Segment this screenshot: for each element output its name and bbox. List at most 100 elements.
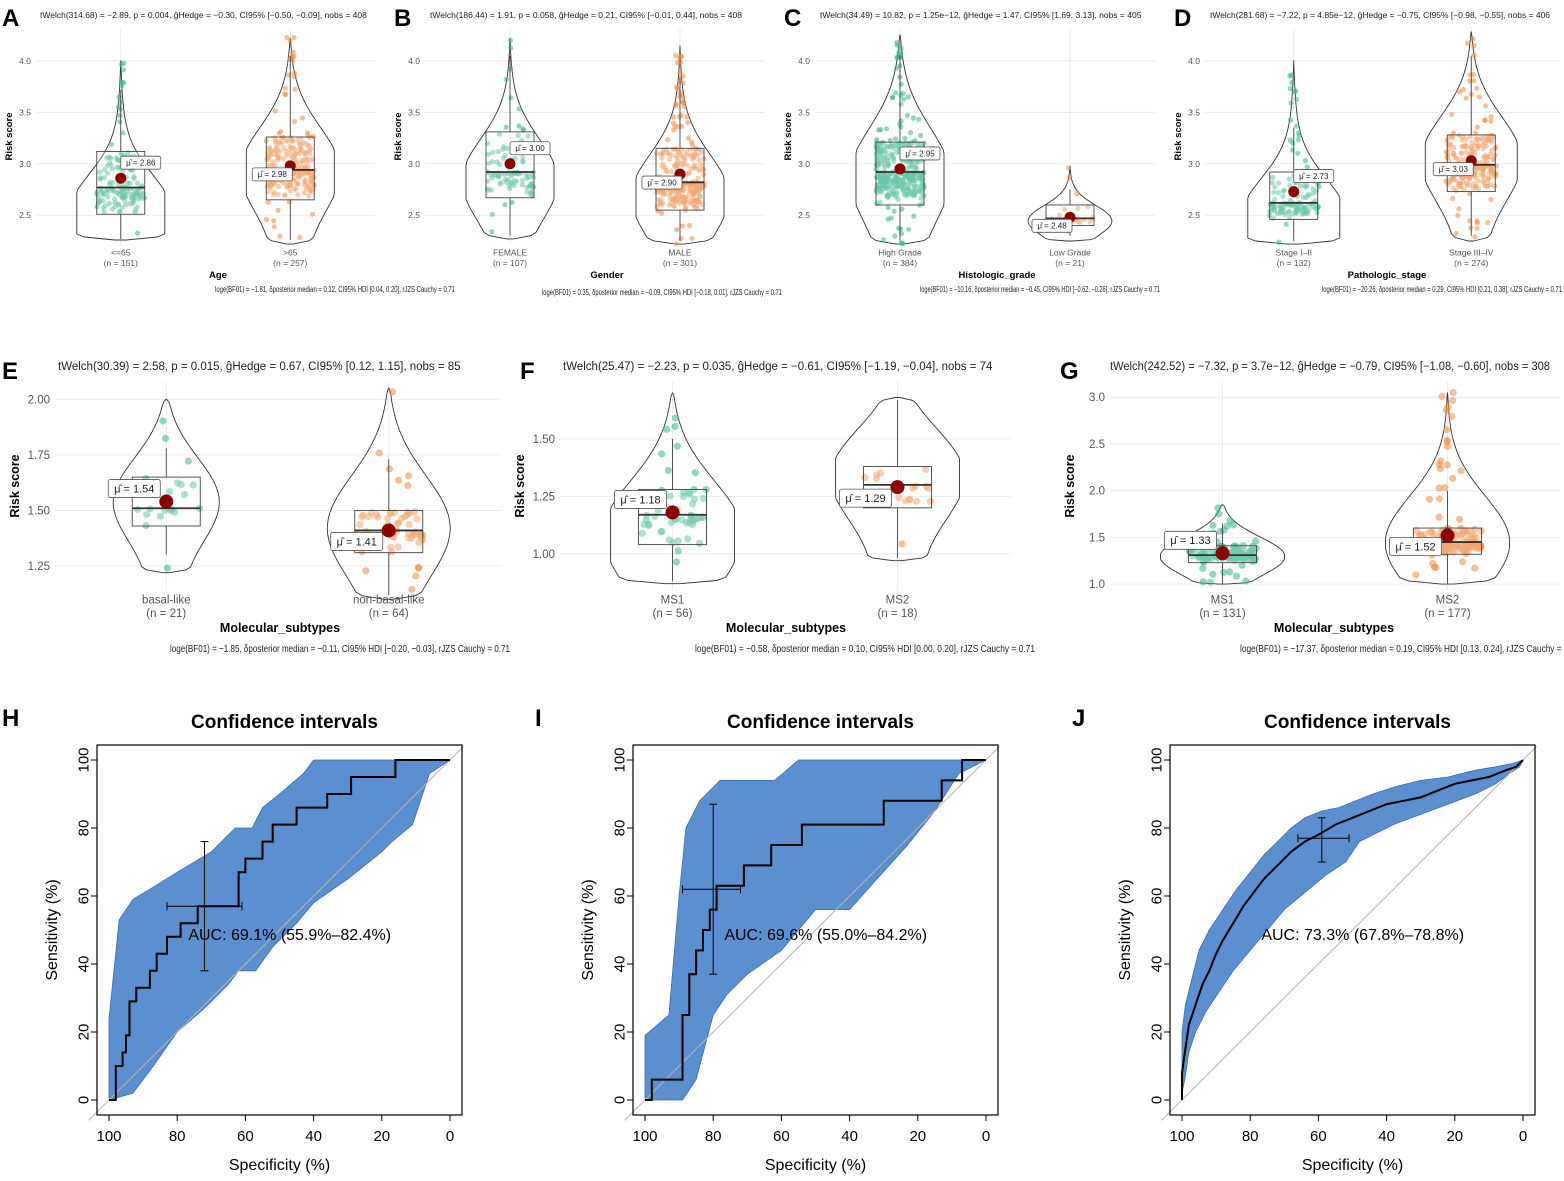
- y-tick-label: 40: [75, 956, 92, 973]
- data-point: [269, 152, 275, 158]
- data-point: [489, 211, 495, 217]
- data-point: [291, 118, 298, 125]
- data-point: [108, 141, 114, 147]
- data-point: [660, 161, 666, 167]
- data-point: [106, 200, 112, 207]
- data-point: [691, 198, 697, 204]
- x-tick-label: FEMALE: [493, 248, 527, 258]
- group-1: μ̂ = 2.98 >65(n = 257): [245, 34, 335, 268]
- mean-label: μ̂ = 2.90: [647, 178, 677, 187]
- data-point: [159, 417, 167, 425]
- data-point: [120, 67, 126, 73]
- data-point: [495, 148, 501, 155]
- x-tick-label: 60: [237, 1128, 254, 1145]
- violin: [76, 60, 166, 241]
- data-point: [671, 414, 680, 422]
- data-point: [678, 235, 684, 241]
- data-point: [886, 182, 892, 188]
- data-point: [1294, 123, 1300, 129]
- group-0: μ̂ = 1.54 basal-like(n = 21): [107, 398, 220, 620]
- data-point: [685, 135, 692, 141]
- data-point: [681, 194, 687, 200]
- data-point: [905, 185, 911, 191]
- data-point: [1302, 157, 1308, 164]
- data-point: [266, 183, 272, 189]
- data-point: [111, 196, 118, 202]
- chart-title: Confidence intervals: [191, 712, 378, 733]
- data-point: [907, 130, 914, 136]
- panel-i: I 0 20 40 60 80 100 100 80 60 40 20 0 Specificity (%)…: [535, 705, 1000, 1174]
- stats-title: tWelch(186.44) = 1.91, p = 0.058, ĝHedge…: [430, 10, 742, 20]
- data-point: [659, 202, 665, 208]
- y-tick-label: 1.25: [28, 561, 50, 573]
- data-point: [102, 175, 108, 181]
- data-point: [486, 160, 492, 166]
- x-tick-label: 20: [1446, 1128, 1463, 1145]
- x-tick-label: 80: [705, 1128, 722, 1145]
- data-point: [1304, 164, 1310, 170]
- data-point: [918, 195, 924, 201]
- data-point: [899, 206, 905, 212]
- data-point: [272, 147, 278, 153]
- mean-label: μ̂ = 2.73: [1299, 172, 1329, 181]
- data-point: [271, 192, 277, 198]
- data-point: [1432, 563, 1440, 572]
- data-point: [683, 149, 689, 155]
- data-point: [1449, 397, 1457, 405]
- panel-c: C 2.5 3.0 3.5 4.0 Risk score μ̂ = 2.95 High Gra…: [783, 5, 1160, 294]
- data-point: [101, 167, 108, 173]
- y-axis-label: Risk score: [783, 112, 794, 160]
- data-point: [501, 144, 507, 150]
- data-point: [882, 176, 888, 182]
- x-tick-n-label: (n = 177): [1424, 608, 1471, 620]
- data-point: [305, 170, 311, 177]
- data-point: [162, 434, 170, 442]
- y-axis-label: Sensitivity (%): [580, 879, 597, 980]
- data-point: [303, 186, 309, 192]
- group-0: μ̂ = 2.86 <=65(n = 151): [76, 60, 166, 268]
- data-point: [134, 191, 141, 197]
- data-point: [668, 152, 675, 158]
- x-tick-n-label: (n = 131): [1199, 608, 1246, 620]
- y-axis-label: Risk score: [4, 112, 15, 160]
- x-tick-label: 0: [982, 1128, 990, 1145]
- data-point: [897, 178, 903, 184]
- y-axis-label: Risk score: [1173, 112, 1184, 160]
- panel-letter: C: [784, 5, 801, 32]
- data-point: [108, 155, 114, 161]
- data-point: [911, 213, 917, 219]
- data-point: [271, 224, 277, 230]
- data-point: [284, 34, 290, 41]
- data-point: [1474, 220, 1481, 226]
- y-tick-label: 2.5: [1089, 439, 1105, 451]
- mean-label: μ̂ = 1.52: [1395, 541, 1435, 553]
- data-point: [297, 234, 303, 240]
- data-point: [305, 143, 311, 149]
- data-point: [284, 138, 290, 144]
- data-point: [1472, 234, 1478, 240]
- y-tick-label: 100: [75, 747, 92, 772]
- data-point: [901, 96, 907, 102]
- data-point: [684, 114, 690, 120]
- data-point: [691, 191, 697, 197]
- data-point: [1456, 515, 1464, 523]
- data-point: [289, 138, 295, 144]
- x-tick-n-label: (n = 301): [663, 258, 697, 268]
- mean-label: μ̂ = 2.98: [258, 170, 288, 179]
- x-tick-n-label: (n = 107): [493, 258, 527, 268]
- mean-label: μ̂ = 3.00: [515, 144, 545, 153]
- data-point: [1441, 484, 1449, 492]
- x-tick-label: 0: [1519, 1128, 1527, 1145]
- x-axis-label: Age: [209, 270, 227, 281]
- data-point: [139, 195, 145, 202]
- x-tick-label: 0: [446, 1128, 454, 1145]
- data-point: [509, 181, 515, 187]
- data-point: [502, 152, 508, 159]
- data-point: [877, 199, 883, 205]
- mean-point: [890, 480, 905, 495]
- data-point: [524, 189, 530, 195]
- mean-label: μ̂ = 1.29: [845, 493, 885, 505]
- data-point: [689, 139, 695, 145]
- data-point: [295, 137, 301, 143]
